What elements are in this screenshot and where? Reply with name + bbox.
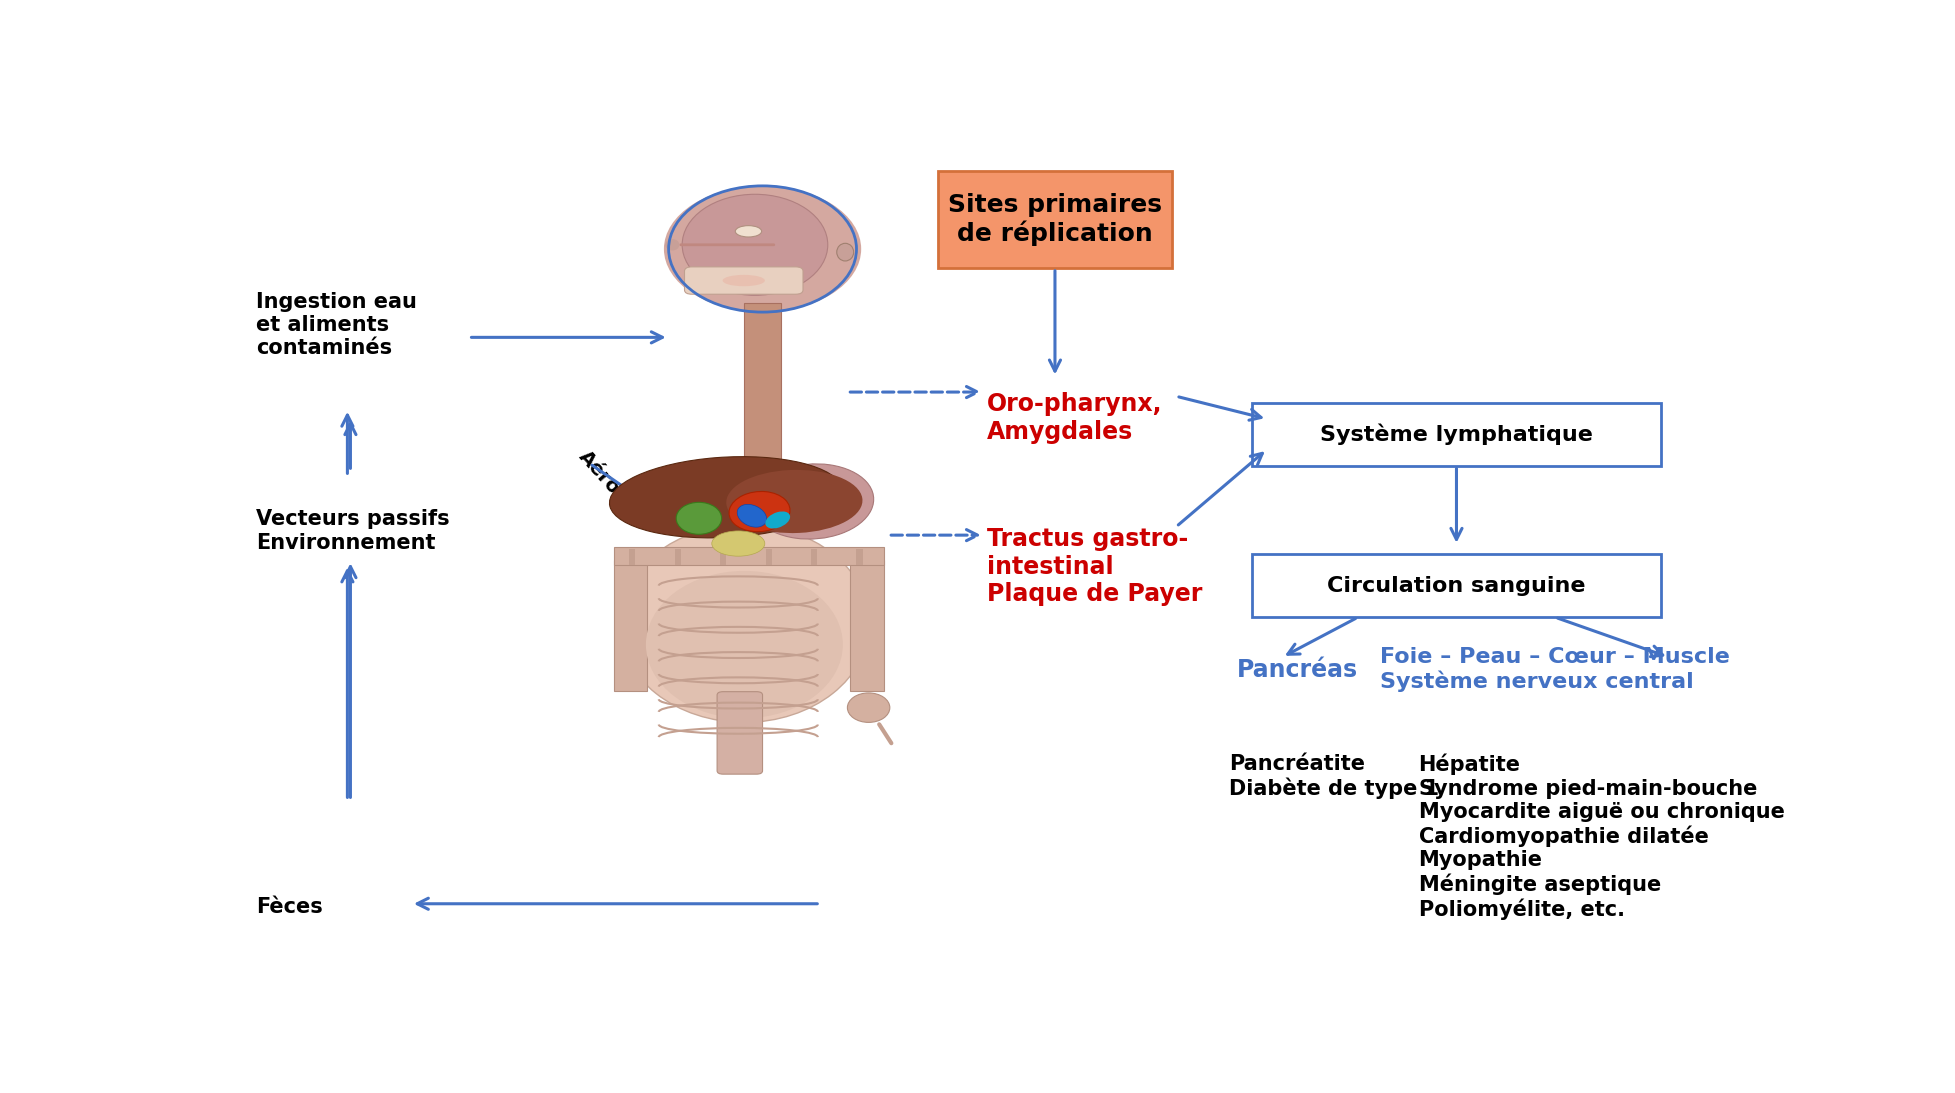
Ellipse shape [837,244,854,261]
Ellipse shape [712,531,764,556]
Text: Tractus gastro-
intestinal
Plaque de Payer: Tractus gastro- intestinal Plaque de Pay… [987,527,1202,607]
Text: Pancréatite
Diabète de type 1: Pancréatite Diabète de type 1 [1230,754,1439,799]
Ellipse shape [620,525,870,722]
Ellipse shape [665,186,862,313]
Bar [719,550,725,565]
Ellipse shape [764,512,790,529]
Ellipse shape [676,503,721,534]
FancyBboxPatch shape [684,267,804,294]
Text: Circulation sanguine: Circulation sanguine [1327,576,1586,596]
Text: Oro-pharynx,
Amygdales: Oro-pharynx, Amygdales [987,392,1163,444]
FancyArrowPatch shape [880,725,891,743]
FancyBboxPatch shape [717,692,762,774]
Ellipse shape [665,239,680,250]
Bar [674,550,680,565]
Ellipse shape [723,274,764,286]
Bar [856,550,862,565]
Ellipse shape [682,195,827,295]
Bar [766,550,772,565]
Text: Sites primaires
de réplication: Sites primaires de réplication [948,192,1161,246]
Text: Foie – Peau – Cœur – Muscle
Système nerveux central: Foie – Peau – Cœur – Muscle Système nerv… [1380,647,1730,692]
Ellipse shape [735,225,762,237]
Ellipse shape [610,457,843,538]
Text: Pancréas: Pancréas [1238,658,1359,682]
Bar [850,561,884,691]
Bar [741,468,784,484]
FancyBboxPatch shape [745,303,780,486]
Bar [614,546,884,565]
Bar [614,561,647,691]
Text: Ingestion eau
et aliments
contaminés: Ingestion eau et aliments contaminés [256,292,416,357]
Ellipse shape [729,492,790,531]
Bar [630,550,635,565]
Ellipse shape [737,504,766,527]
Text: Aérosols: Aérosols [575,447,653,530]
Ellipse shape [751,463,874,539]
Ellipse shape [645,571,843,718]
Text: Vecteurs passifs
Environnement: Vecteurs passifs Environnement [256,509,450,553]
Text: Système lymphatique: Système lymphatique [1320,423,1593,445]
Text: Hépatite
Syndrome pied-main-bouche
Myocardite aiguë ou chronique
Cardiomyopathie: Hépatite Syndrome pied-main-bouche Myoca… [1419,754,1785,920]
Text: Fèces: Fèces [256,897,323,917]
FancyBboxPatch shape [938,172,1173,268]
Bar [811,550,817,565]
Ellipse shape [847,693,890,722]
FancyBboxPatch shape [1251,402,1662,466]
FancyBboxPatch shape [1251,554,1662,618]
Ellipse shape [725,470,862,533]
